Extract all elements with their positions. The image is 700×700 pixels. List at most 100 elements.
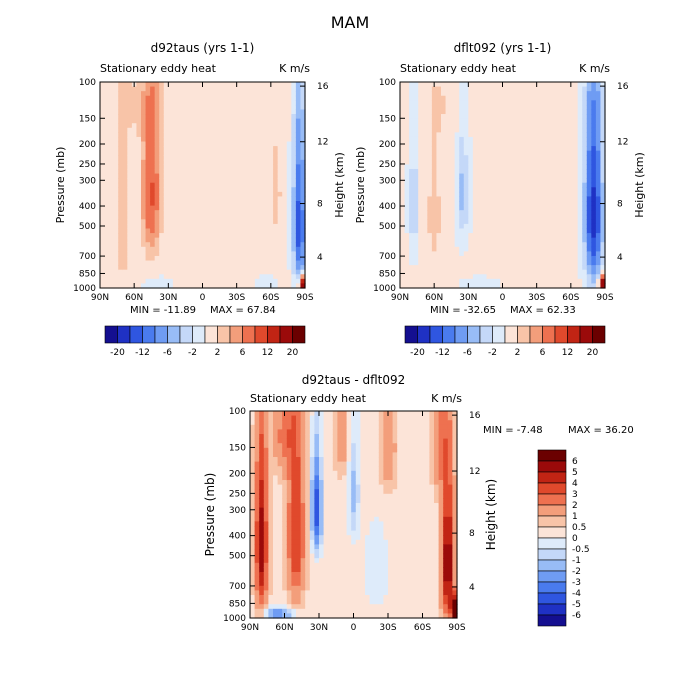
heatmap-cell [150, 119, 155, 124]
heatmap-cell [146, 210, 151, 215]
heatmap-cell [205, 196, 210, 201]
heatmap-cell [487, 219, 492, 224]
heatmap-cell [214, 224, 219, 229]
heatmap-cell [196, 238, 201, 243]
heatmap-cell [269, 87, 274, 92]
heatmap-cell [273, 558, 278, 563]
heatmap-cell [173, 270, 178, 275]
heatmap-cell [569, 160, 574, 165]
heatmap-cell [291, 219, 296, 224]
heatmap-cell [114, 114, 119, 119]
heatmap-cell [409, 155, 414, 160]
heatmap-cell [296, 466, 301, 471]
heatmap-cell [596, 215, 601, 220]
heatmap-cell [477, 210, 482, 215]
heatmap-cell [278, 485, 283, 490]
heatmap-cell [127, 132, 132, 137]
heatmap-cell [273, 270, 278, 275]
heatmap-cell [578, 233, 583, 238]
heatmap-cell [514, 100, 519, 105]
heatmap-cell [287, 558, 292, 563]
heatmap-cell [555, 169, 560, 174]
heatmap-cell [550, 82, 555, 87]
heatmap-cell [482, 109, 487, 114]
heatmap-cell [246, 192, 251, 197]
heatmap-cell [532, 247, 537, 252]
y-tick-label: 700 [79, 252, 96, 262]
heatmap-cell [496, 215, 501, 220]
heatmap-cell [205, 119, 210, 124]
heatmap-cell [555, 224, 560, 229]
heatmap-cell [405, 174, 410, 179]
heatmap-cell [487, 123, 492, 128]
heatmap-cell [500, 146, 505, 151]
heatmap-cell [564, 100, 569, 105]
heatmap-cell [518, 242, 523, 247]
heatmap-cell [109, 215, 114, 220]
heatmap-cell [218, 192, 223, 197]
heatmap-cell [246, 183, 251, 188]
colorbar-label: 2 [515, 348, 521, 358]
heatmap-cell [550, 256, 555, 261]
heatmap-cell [296, 521, 301, 526]
heatmap-cell [423, 210, 428, 215]
heatmap-cell [127, 100, 132, 105]
heatmap-cell [100, 228, 105, 233]
heatmap-cell [123, 178, 128, 183]
heatmap-cell [441, 100, 446, 105]
heatmap-cell [291, 581, 296, 586]
heatmap-cell [214, 261, 219, 266]
heatmap-cell [255, 595, 260, 600]
heatmap-cell [177, 174, 182, 179]
heatmap-cell [505, 274, 510, 279]
heatmap-cell [319, 494, 324, 499]
heatmap-cell [423, 132, 428, 137]
heatmap-cell [159, 109, 164, 114]
heatmap-cell [523, 256, 528, 261]
heatmap-cell [537, 247, 542, 252]
heatmap-cell [218, 251, 223, 256]
heatmap-cell [550, 251, 555, 256]
heatmap-cell [291, 494, 296, 499]
heatmap-cell [591, 228, 596, 233]
heatmap-cell [109, 228, 114, 233]
heatmap-cell [414, 233, 419, 238]
heatmap-cell [505, 100, 510, 105]
heatmap-cell [505, 233, 510, 238]
heatmap-cell [455, 274, 460, 279]
heatmap-cell [436, 151, 441, 156]
heatmap-cell [487, 146, 492, 151]
heatmap-cell [273, 439, 278, 444]
heatmap-cell [141, 142, 146, 147]
heatmap-cell [100, 119, 105, 124]
heatmap-cell [287, 489, 292, 494]
heatmap-cell [314, 586, 319, 591]
heatmap-cell [450, 109, 455, 114]
heatmap-cell [218, 274, 223, 279]
heatmap-cell [164, 215, 169, 220]
heatmap-cell [164, 91, 169, 96]
heatmap-cell [482, 192, 487, 197]
heatmap-cell [123, 96, 128, 101]
heatmap-cell [324, 549, 329, 554]
heatmap-cell [164, 256, 169, 261]
heatmap-cell [287, 183, 292, 188]
heatmap-cell [168, 128, 173, 133]
heatmap-cell [241, 201, 246, 206]
heatmap-cell [209, 210, 214, 215]
heatmap-cell [578, 142, 583, 147]
heatmap-cell [273, 105, 278, 110]
heatmap-cell [228, 187, 233, 192]
heatmap-cell [114, 160, 119, 165]
heatmap-cell [173, 82, 178, 87]
heatmap-cell [482, 206, 487, 211]
heatmap-cell [473, 196, 478, 201]
heatmap-cell [100, 192, 105, 197]
heatmap-cell [105, 251, 110, 256]
heatmap-cell [532, 91, 537, 96]
heatmap-cell [136, 183, 141, 188]
heatmap-cell [250, 494, 255, 499]
heatmap-cell [214, 219, 219, 224]
y-axis-label: Pressure (mb) [354, 147, 367, 224]
heatmap-cell [596, 187, 601, 192]
